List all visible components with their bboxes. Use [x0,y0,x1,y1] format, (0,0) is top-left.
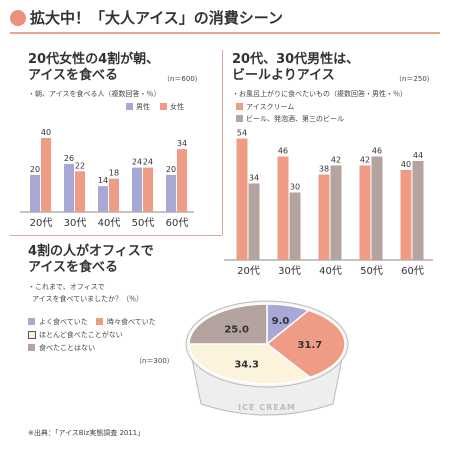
legend-male-swatch [126,103,133,110]
legend-rarely-label: ほとんど食べたことがない [39,331,123,339]
bar-a-4 [400,170,412,260]
bar-b-3 [371,156,383,260]
panel3-sample-size: （n＝300） [135,357,174,365]
pie-slice-3 [188,303,268,345]
x-tick-label-2: 40代 [319,265,342,277]
x-tick-label-4: 60代 [166,217,189,229]
panel1-subtitle: ・朝、アイスを食べる人（複数回答・％） [28,90,161,98]
legend-icecream-label: アイスクリーム [246,103,295,111]
data-label-b-4: 44 [413,151,423,160]
legend-female-swatch [160,103,167,110]
panel-divider-vertical [222,50,223,235]
x-tick-label-0: 20代 [237,265,260,277]
legend-never-label: 食べたことはない [39,344,95,352]
pie-label-1: 31.7 [298,340,323,351]
bar-a-3 [359,165,371,260]
x-tick-label-2: 40代 [98,217,121,229]
legend-rarely-swatch [28,331,36,339]
bar-a-1 [277,156,289,260]
data-label-a-4: 20 [166,165,176,174]
data-label-a-3: 42 [360,156,370,165]
data-label-a-0: 20 [30,165,40,174]
bar-b-2 [109,178,119,212]
bar-a-0 [30,175,40,212]
x-tick-label-3: 50代 [360,265,383,277]
cup-label: ICE CREAM [238,403,296,412]
bar-b-0 [248,183,260,260]
bar-b-4 [177,149,187,212]
x-tick-label-3: 50代 [132,217,155,229]
pie-label-3: 25.0 [224,324,249,335]
data-label-a-1: 26 [64,154,74,163]
bar-a-0 [236,138,248,260]
legend-never-swatch [28,344,35,351]
data-label-a-1: 46 [278,147,288,156]
data-label-b-0: 40 [41,128,51,137]
bar-a-2 [98,186,108,212]
legend-icecream-swatch [236,103,243,110]
legend-often-swatch [28,318,35,325]
bar-b-3 [143,167,153,212]
panel3-title: 4割の人がオフィスで アイスを食べる [28,244,154,275]
bar-a-1 [64,163,74,212]
x-tick-label-0: 20代 [30,217,53,229]
bar-b-0 [41,138,51,212]
pie-label-0: 9.0 [272,316,290,327]
legend-male-label: 男性 [136,103,150,111]
panel1-title: 20代女性の4割が朝、 アイスを食べる [28,52,160,83]
x-tick-label-4: 60代 [401,265,424,277]
legend-female-label: 女性 [170,103,184,111]
header-underline [10,32,440,34]
bar-b-4 [412,161,424,260]
data-label-a-3: 24 [132,158,142,167]
panel2-title: 20代、30代男性は、 ビールよりアイス [232,52,360,83]
page-title: 拡大中！「大人アイス」の消費シーン [30,9,284,27]
bar-a-3 [132,167,142,212]
pie-slice-1 [265,309,346,379]
data-label-b-4: 34 [177,139,187,148]
source-note: ※出典：「アイスBiz実態調査 2011」 [28,429,145,437]
bar-a-4 [166,175,176,212]
legend-sometimes-swatch [96,318,103,325]
x-tick-label-1: 30代 [64,217,87,229]
panel2-subtitle: ・お風呂上がりに食べたいもの（複数回答・男性・％） [232,90,407,98]
data-label-a-0: 54 [237,129,247,138]
legend-beer-swatch [236,115,243,122]
bar-b-1 [75,171,85,212]
legend-sometimes-label: 時々食べていた [107,318,156,326]
data-label-b-1: 30 [290,183,300,192]
data-label-a-2: 14 [98,176,108,185]
data-label-a-4: 40 [401,160,411,169]
data-label-b-2: 42 [331,156,341,165]
data-label-b-1: 22 [75,161,85,170]
panel3-subtitle-line2: アイスを食べていましたか？（％） [32,295,144,303]
panel-divider-horizontal [10,235,222,236]
bar-a-2 [318,174,330,260]
legend-often-label: よく食べていた [39,318,88,326]
header-bullet-icon [10,10,26,26]
data-label-b-3: 24 [143,158,153,167]
bar-b-1 [289,192,301,260]
chart3-pie-chart: ICE CREAM 9.0 31.7 34.3 25.0 [185,300,349,416]
panel2-sample-size: （n＝250） [395,75,434,83]
pie-label-2: 34.3 [234,359,259,370]
legend-beer-label: ビール、発泡酒、第三のビール [246,115,344,123]
data-label-a-2: 38 [319,165,329,174]
pie-slice-2 [188,343,312,385]
x-tick-label-1: 30代 [278,265,301,277]
bar-b-2 [330,165,342,260]
data-label-b-0: 34 [249,174,259,183]
data-label-b-2: 18 [109,169,119,178]
data-label-b-3: 46 [372,147,382,156]
panel3-subtitle-line1: ・これまで、オフィスで [28,283,105,291]
panel1-sample-size: （n＝600） [163,75,202,83]
